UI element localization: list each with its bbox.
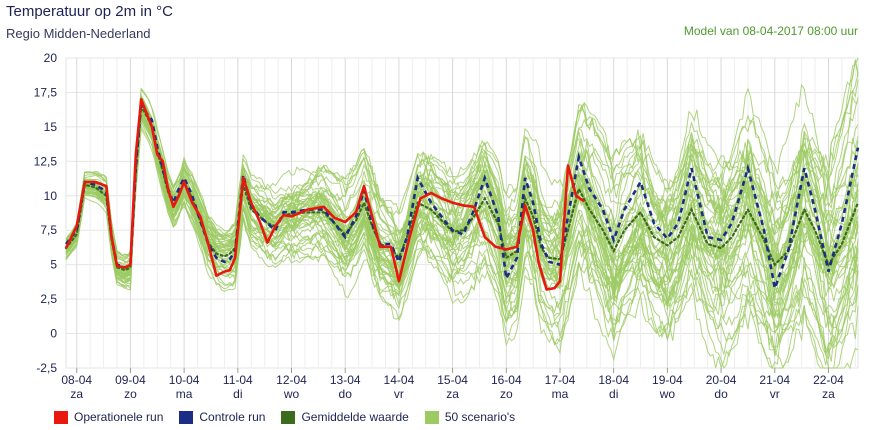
x-tick-day: zo [124,387,137,401]
x-tick-date: 11-04 [223,373,253,387]
scenario-line [65,120,859,341]
legend-label: Controle run [199,410,266,424]
x-tick-date: 17-04 [545,373,576,387]
y-tick-label: 10 [44,189,58,203]
x-tick-date: 13-04 [330,373,361,387]
x-tick-day: za [822,387,835,401]
y-tick-label: 2,5 [40,292,57,306]
y-tick-label: 5 [50,258,57,272]
scenario-line [65,110,859,355]
x-tick-date: 08-04 [61,373,92,387]
chart-legend: Operationele run Controle run Gemiddelde… [54,410,531,424]
y-tick-label: 15 [44,120,58,134]
scenario-line [65,104,859,281]
y-tick-label: -2,5 [36,361,57,375]
scenario-line [65,87,859,276]
y-tick-label: 7,5 [40,223,57,237]
x-tick-day: za [446,387,459,401]
legend-swatch-gemiddelde-waarde [281,410,296,424]
legend-item-50-scenarios[interactable]: 50 scenario's [424,410,516,424]
chart-title: Temperatuur op 2m in °C [6,3,173,20]
legend-item-gemiddelde-waarde[interactable]: Gemiddelde waarde [281,410,409,424]
main-series-lines [64,97,860,294]
scenario-line [65,114,859,370]
x-tick-day: ma [552,387,569,401]
x-tick-date: 16-04 [491,373,522,387]
x-tick-day: di [609,387,618,401]
y-tick-label: 12,5 [34,154,58,168]
series-controle-run [64,97,860,294]
x-tick-date: 19-04 [652,373,683,387]
x-tick-day: vr [394,387,404,401]
y-tick-label: 20 [44,51,58,65]
legend-swatch-controle-run [179,410,194,424]
x-tick-date: 22-04 [813,373,844,387]
x-tick-day: do [339,387,353,401]
scenario-line [65,111,859,370]
legend-item-operationele-run[interactable]: Operationele run [54,410,163,424]
scenario-lines [65,57,859,370]
legend-label: 50 scenario's [444,410,516,424]
scenario-line [65,117,859,370]
legend-label: Operationele run [74,410,164,424]
y-axis: -2,5 0 2,5 5 7,5 10 12,5 15 17,5 20 [34,51,58,375]
x-tick-day: do [714,387,728,401]
series-operationele-run [64,98,585,291]
x-tick-day: wo [659,387,676,401]
x-tick-date: 14-04 [384,373,415,387]
x-tick-date: 10-04 [169,373,200,387]
x-tick-day: za [70,387,83,401]
x-tick-date: 18-04 [598,373,629,387]
chart-subtitle: Regio Midden-Nederland [6,26,151,41]
y-tick-label: 17,5 [34,85,58,99]
x-tick-day: ma [176,387,193,401]
x-tick-day: zo [500,387,513,401]
x-tick-day: wo [283,387,300,401]
legend-swatch-50-scenarios [424,410,439,424]
x-tick-date: 20-04 [706,373,737,387]
x-tick-date: 21-04 [759,373,790,387]
x-tick-day: vr [770,387,780,401]
scenario-line [65,60,859,269]
model-run-info: Model van 08-04-2017 08:00 uur [683,24,858,38]
scenario-line [65,57,859,257]
scenario-line [65,104,859,290]
x-tick-date: 09-04 [115,373,146,387]
x-tick-day: di [233,387,242,401]
legend-swatch-operationele-run [54,410,68,424]
x-axis: 08-04za09-04zo10-04ma11-04di12-04wo13-04… [61,368,844,401]
legend-label: Gemiddelde waarde [301,410,409,424]
y-tick-label: 0 [50,327,57,341]
x-tick-date: 12-04 [276,373,307,387]
legend-item-controle-run[interactable]: Controle run [179,410,265,424]
scenario-line [65,108,859,311]
x-tick-date: 15-04 [437,373,468,387]
scenario-line [65,97,859,275]
